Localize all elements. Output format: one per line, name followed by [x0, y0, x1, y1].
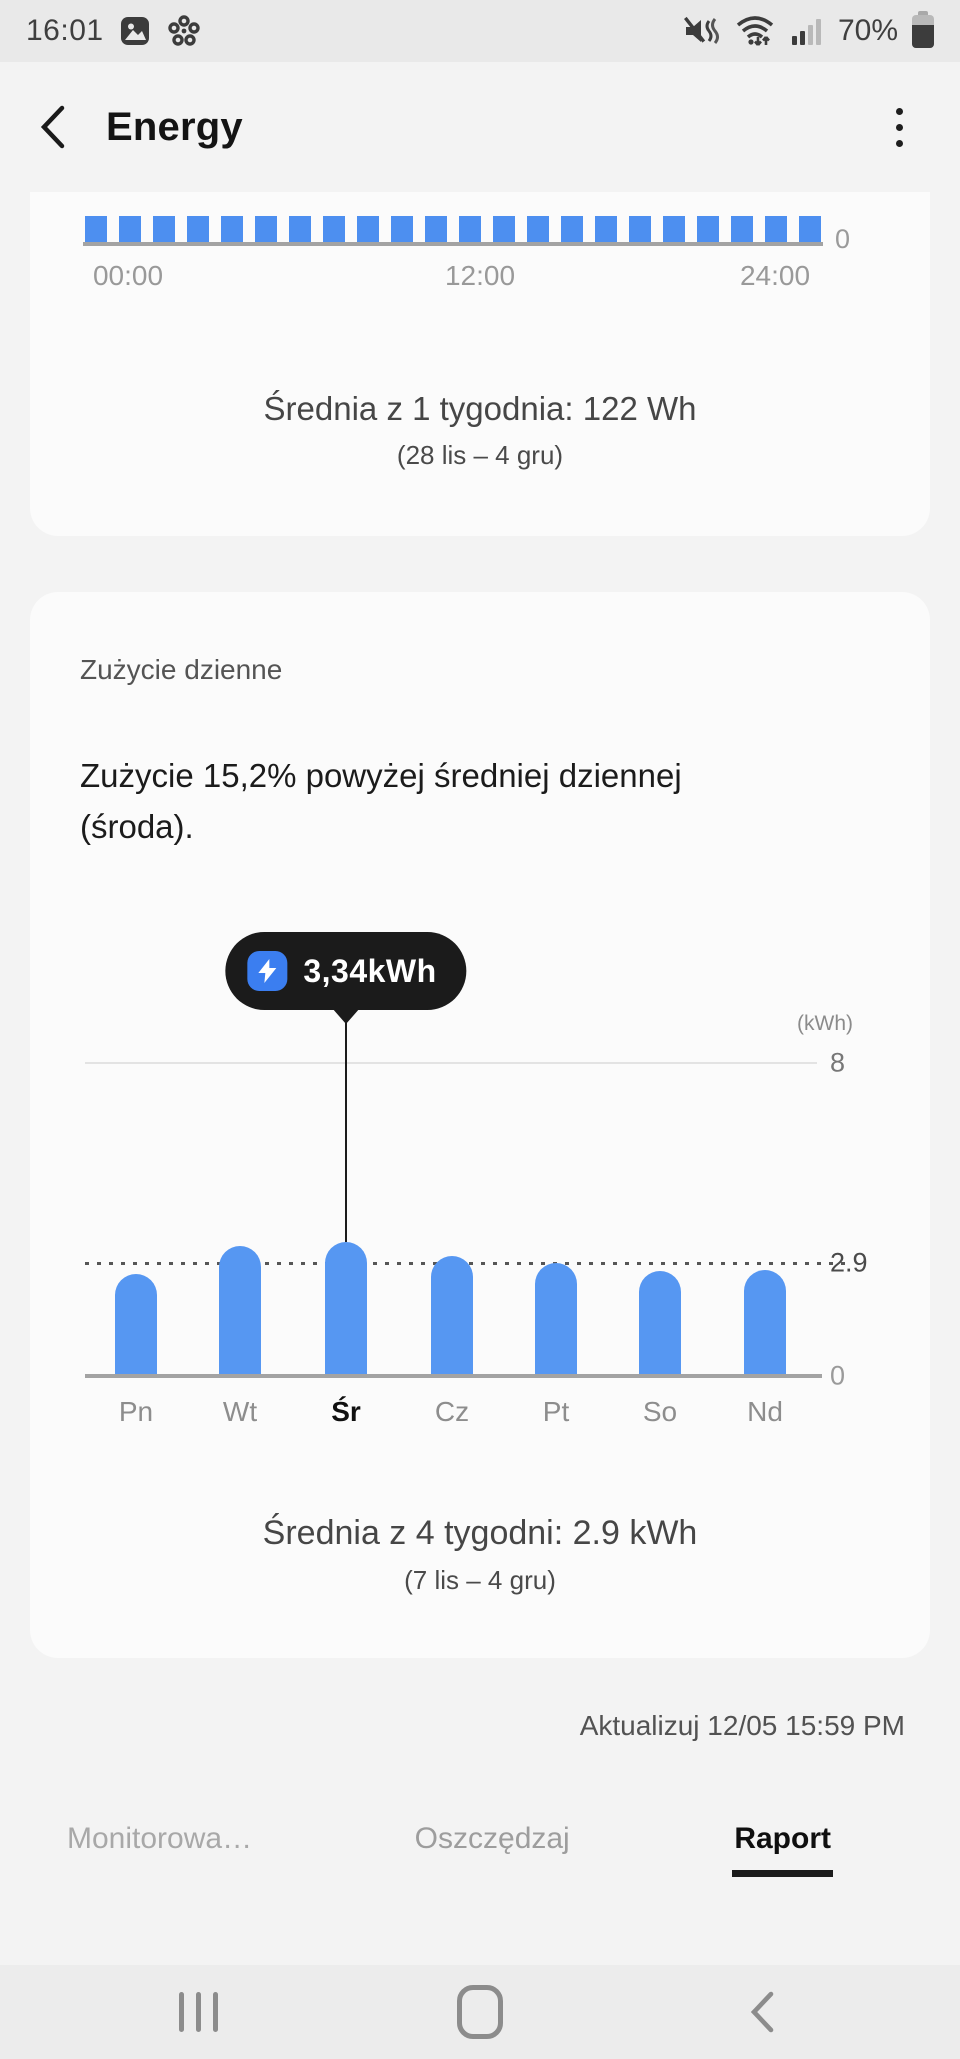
weekly-date-range-text: (28 lis – 4 gru) [396, 440, 564, 470]
hourly-bar[interactable] [187, 216, 209, 242]
day-label-Śr[interactable]: Śr [331, 1396, 361, 1428]
value-tooltip: 3,34kWh [225, 932, 467, 1011]
hourly-axis-zero-label: 0 [835, 224, 851, 254]
energy-bolt-icon [247, 951, 288, 992]
hourly-bar[interactable] [697, 216, 719, 242]
hourly-bar[interactable] [357, 216, 379, 242]
tooltip-pointer [332, 1008, 360, 1025]
daily-usage-card: Zużycie dzienne Zużycie 15,2% powyżej śr… [30, 592, 930, 1659]
hourly-bar[interactable] [391, 216, 413, 242]
more-options-button[interactable] [874, 97, 924, 157]
day-label-Pn[interactable]: Pn [118, 1396, 154, 1428]
hourly-bar[interactable] [255, 216, 277, 242]
app-header: Energy [0, 62, 960, 192]
hourly-bar[interactable] [221, 216, 243, 242]
hourly-bar[interactable] [663, 216, 685, 242]
hourly-bars [85, 216, 821, 242]
back-button[interactable] [36, 97, 96, 157]
daily-bar-Pn[interactable] [115, 1274, 157, 1375]
home-button[interactable] [450, 1982, 510, 2042]
daily-bar-Pt[interactable] [535, 1263, 577, 1375]
tab-monitoring[interactable]: Monitorowa… [67, 1822, 253, 1856]
tab-save[interactable]: Oszczędzaj [414, 1822, 570, 1856]
hourly-x-tick-labels: 00:00 12:00 24:00 [30, 260, 930, 294]
hourly-bar[interactable] [765, 216, 787, 242]
hourly-x-tick: 00:00 [92, 260, 164, 291]
y-unit-label: (kWh) [797, 1012, 853, 1036]
x-axis-line [85, 1374, 822, 1379]
day-label-Wt[interactable]: Wt [222, 1396, 258, 1428]
hourly-bar[interactable] [153, 216, 175, 242]
hourly-bar[interactable] [493, 216, 515, 242]
status-bar: 16:01 [0, 0, 960, 62]
mute-vibrate-icon [682, 13, 720, 49]
hourly-bar[interactable] [561, 216, 583, 242]
hourly-bar[interactable] [595, 216, 617, 242]
hourly-bar[interactable] [289, 216, 311, 242]
tooltip-value-text: 3,34kWh [303, 952, 437, 989]
y-tick-8: 8 [830, 1047, 846, 1078]
battery-icon [912, 11, 934, 51]
day-label-Cz[interactable]: Cz [434, 1396, 470, 1428]
tab-report[interactable]: Raport [732, 1822, 833, 1878]
tooltip-pointer-line [345, 1018, 347, 1243]
battery-percent-text: 70% [837, 14, 898, 47]
hourly-bar[interactable] [459, 216, 481, 242]
recents-button[interactable] [168, 1982, 228, 2042]
hourly-bar[interactable] [629, 216, 651, 242]
home-icon [457, 1985, 503, 2039]
daily-bar-Śr[interactable] [325, 1242, 367, 1375]
daily-bar-So[interactable] [639, 1271, 681, 1375]
signal-icon [790, 14, 824, 48]
hourly-bar-chart: 0 [30, 192, 930, 254]
day-label-Pt[interactable]: Pt [542, 1396, 570, 1428]
hourly-bar[interactable] [731, 216, 753, 242]
daily-bar-Nd[interactable] [744, 1270, 786, 1375]
hourly-x-tick: 12:00 [444, 260, 516, 291]
last-updated-button[interactable]: Aktualizuj 12/05 15:59 PM [579, 1710, 905, 1742]
routines-icon [166, 13, 202, 49]
bottom-tabs: Monitorowa… Oszczędzaj Raport [0, 1822, 960, 1878]
day-label-So[interactable]: So [642, 1396, 678, 1428]
hourly-bar[interactable] [799, 216, 821, 242]
back-icon [750, 1991, 774, 2033]
gridline-8 [85, 1062, 817, 1065]
hourly-bar[interactable] [119, 216, 141, 242]
hourly-bar[interactable] [323, 216, 345, 242]
scroll-content[interactable]: 0 00:00 12:00 24:00 Średnia z 1 tygodnia: … [0, 192, 960, 1965]
y-tick-0: 0 [830, 1360, 846, 1391]
monthly-date-range-text: (7 lis – 4 gru) [404, 1565, 556, 1596]
monthly-average-text: Średnia z 4 tygodni: 2.9 kWh [262, 1514, 698, 1553]
system-navigation-bar [0, 1965, 960, 2059]
daily-bar-chart: (kWh) 8 2.9 0 3,34kWh Pn Wt Śr Cz Pt So Nd [30, 904, 930, 1444]
page-title: Energy [106, 104, 243, 149]
wifi-icon [734, 13, 776, 49]
y-tick-2-9: 2.9 [830, 1247, 868, 1278]
back-nav-button[interactable] [732, 1982, 792, 2042]
day-label-Nd[interactable]: Nd [747, 1396, 783, 1428]
hourly-bar[interactable] [425, 216, 447, 242]
hourly-x-axis-line [83, 242, 823, 246]
section-label: Zużycie dzienne [80, 654, 283, 685]
recents-icon [178, 1992, 218, 2032]
hourly-x-tick: 24:00 [739, 260, 811, 291]
hourly-bar[interactable] [85, 216, 107, 242]
hourly-usage-card: 0 00:00 12:00 24:00 Średnia z 1 tygodnia: … [30, 192, 930, 536]
usage-insight-headline: Zużycie 15,2% powyżej średniej dziennej … [80, 757, 682, 846]
daily-bar-Wt[interactable] [219, 1246, 261, 1375]
weekly-average-text: Średnia z 1 tygodnia: 122 Wh [263, 390, 697, 427]
screenshot-icon [118, 14, 152, 48]
clock-text: 16:01 [26, 14, 104, 47]
hourly-bar[interactable] [527, 216, 549, 242]
daily-bar-Cz[interactable] [431, 1256, 473, 1375]
